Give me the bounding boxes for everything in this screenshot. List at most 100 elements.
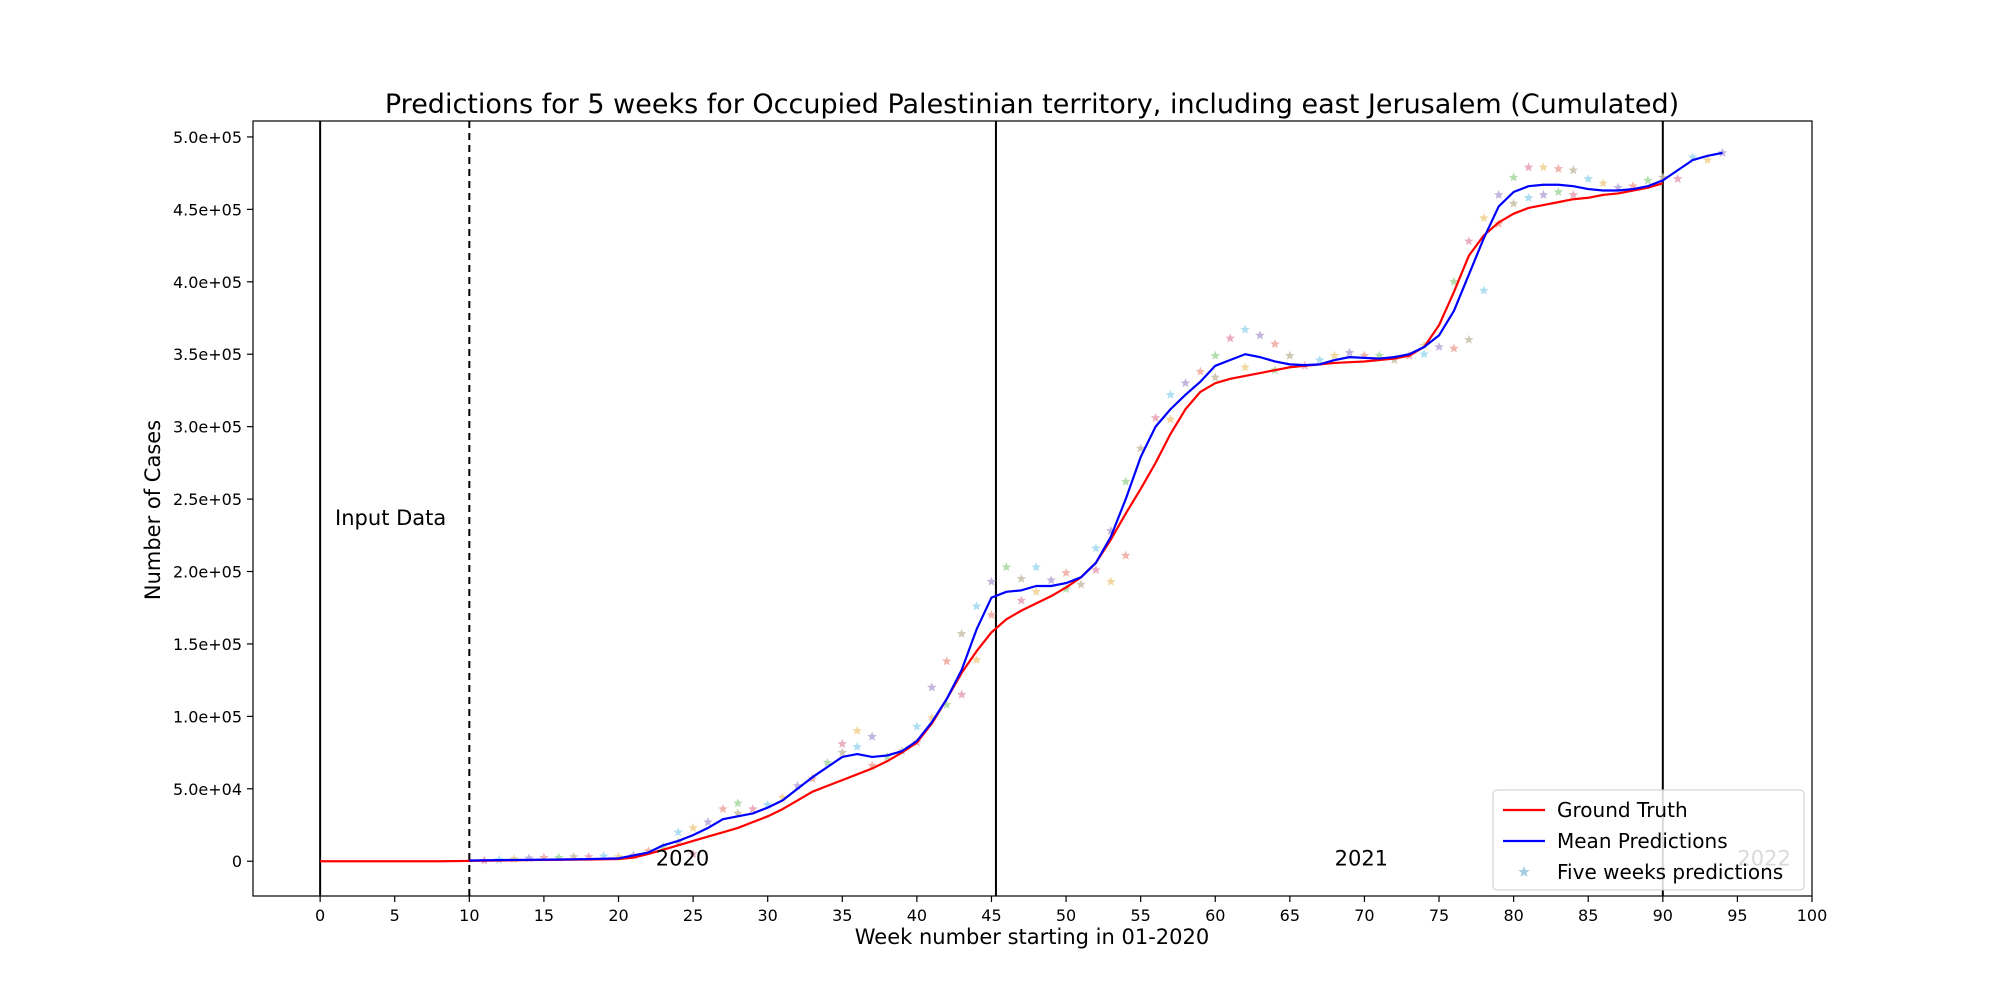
prediction-star [1106, 525, 1116, 535]
prediction-star [1016, 595, 1027, 605]
prediction-star [1180, 378, 1191, 388]
x-tick-label: 80 [1503, 906, 1523, 925]
prediction-star [1419, 349, 1429, 359]
prediction-star [1613, 182, 1623, 192]
legend-box [1492, 789, 1805, 891]
x-tick-label: 35 [832, 906, 852, 925]
x-axis-title: Week number starting in 01-2020 [855, 925, 1209, 949]
y-tick-label: 2.5e+05 [173, 490, 242, 509]
prediction-star [733, 808, 743, 818]
x-tick-label: 15 [534, 906, 554, 925]
x-tick-label: 25 [683, 906, 703, 925]
x-tick-label: 30 [758, 906, 778, 925]
prediction-star [852, 725, 862, 735]
x-tick-label: 55 [1130, 906, 1150, 925]
x-tick-label: 45 [981, 906, 1001, 925]
prediction-star [1270, 339, 1280, 349]
prediction-star [1568, 189, 1579, 199]
prediction-star [554, 852, 564, 862]
prediction-star [569, 851, 579, 861]
y-tick-label: 4.5e+05 [173, 200, 242, 219]
chart-title: Predictions for 5 weeks for Occupied Pal… [385, 89, 1679, 120]
prediction-star [643, 846, 654, 856]
annotation-text: 2020 [656, 846, 709, 870]
prediction-star [1210, 350, 1221, 360]
prediction-star [539, 852, 549, 862]
legend-label: Ground Truth [1557, 798, 1688, 822]
prediction-star [927, 712, 937, 722]
prediction-star [1106, 576, 1116, 586]
prediction-star [852, 741, 862, 751]
x-tick-label: 40 [907, 906, 927, 925]
prediction-star [867, 760, 877, 770]
prediction-star [1523, 192, 1534, 202]
prediction-star [748, 804, 758, 814]
prediction-star [1165, 389, 1176, 399]
x-tick-label: 85 [1578, 906, 1598, 925]
y-tick-label: 3.0e+05 [173, 418, 242, 437]
prediction-star [822, 757, 833, 767]
y-tick-label: 0 [232, 852, 242, 871]
prediction-star [598, 851, 609, 861]
y-tick-label: 5.0e+05 [173, 128, 242, 147]
prediction-star [1702, 155, 1713, 165]
y-tick-label: 1.5e+05 [173, 635, 242, 654]
legend-label: Five weeks predictions [1557, 860, 1783, 884]
prediction-star [986, 576, 997, 586]
prediction-star [1031, 562, 1041, 572]
prediction-star [1135, 443, 1146, 453]
prediction-star [1479, 285, 1489, 295]
x-tick-label: 90 [1653, 906, 1673, 925]
prediction-star [1598, 178, 1608, 188]
prediction-star [941, 699, 952, 709]
prediction-star [941, 656, 952, 666]
prediction-star [613, 851, 624, 861]
prediction-star [524, 853, 534, 863]
prediction-star [1717, 147, 1728, 157]
prediction-star [688, 822, 698, 832]
x-tick-label: 60 [1205, 906, 1225, 925]
prediction-star [927, 682, 937, 692]
prediction-star [1672, 173, 1683, 183]
legend: Ground Truth Mean Predictions Five weeks p… [1492, 789, 1805, 891]
x-tick-label: 50 [1056, 906, 1076, 925]
mean-predictions-line [469, 151, 1723, 862]
plot-frame [252, 120, 1813, 897]
prediction-star [1553, 186, 1564, 197]
prediction-star [1329, 350, 1340, 360]
prediction-star [1240, 362, 1250, 372]
prediction-star [1449, 276, 1459, 286]
prediction-star [1464, 334, 1474, 344]
prediction-star [1061, 567, 1071, 578]
y-tick-label: 1.0e+05 [173, 707, 242, 726]
prediction-star [1240, 324, 1250, 334]
y-axis-title: Number of Cases [141, 420, 165, 600]
y-tick-label: 5.0e+04 [173, 780, 242, 799]
x-tick-label: 0 [315, 906, 325, 925]
prediction-star [1120, 550, 1131, 560]
prediction-star [1150, 412, 1161, 423]
prediction-star [1687, 152, 1698, 162]
prediction-star [1449, 343, 1459, 353]
prediction-star [1538, 162, 1549, 172]
x-tick-label: 10 [459, 906, 479, 925]
prediction-star [1508, 172, 1519, 182]
prediction-star [733, 798, 743, 808]
prediction-star [1479, 213, 1489, 223]
annotation-text: Input Data [335, 506, 446, 530]
prediction-star [688, 848, 698, 859]
prediction-star [1001, 562, 1012, 572]
prediction-star [1255, 330, 1265, 340]
prediction-star [971, 654, 982, 664]
prediction-star [583, 851, 594, 861]
prediction-star [762, 799, 773, 809]
y-tick-label: 3.5e+05 [173, 345, 242, 364]
prediction-star [1120, 476, 1131, 486]
prediction-star [1314, 355, 1325, 365]
prediction-star [718, 804, 728, 814]
prediction-star [912, 721, 922, 731]
prediction-star [1091, 543, 1101, 553]
prediction-star [1344, 347, 1355, 357]
prediction-star [1658, 172, 1668, 182]
